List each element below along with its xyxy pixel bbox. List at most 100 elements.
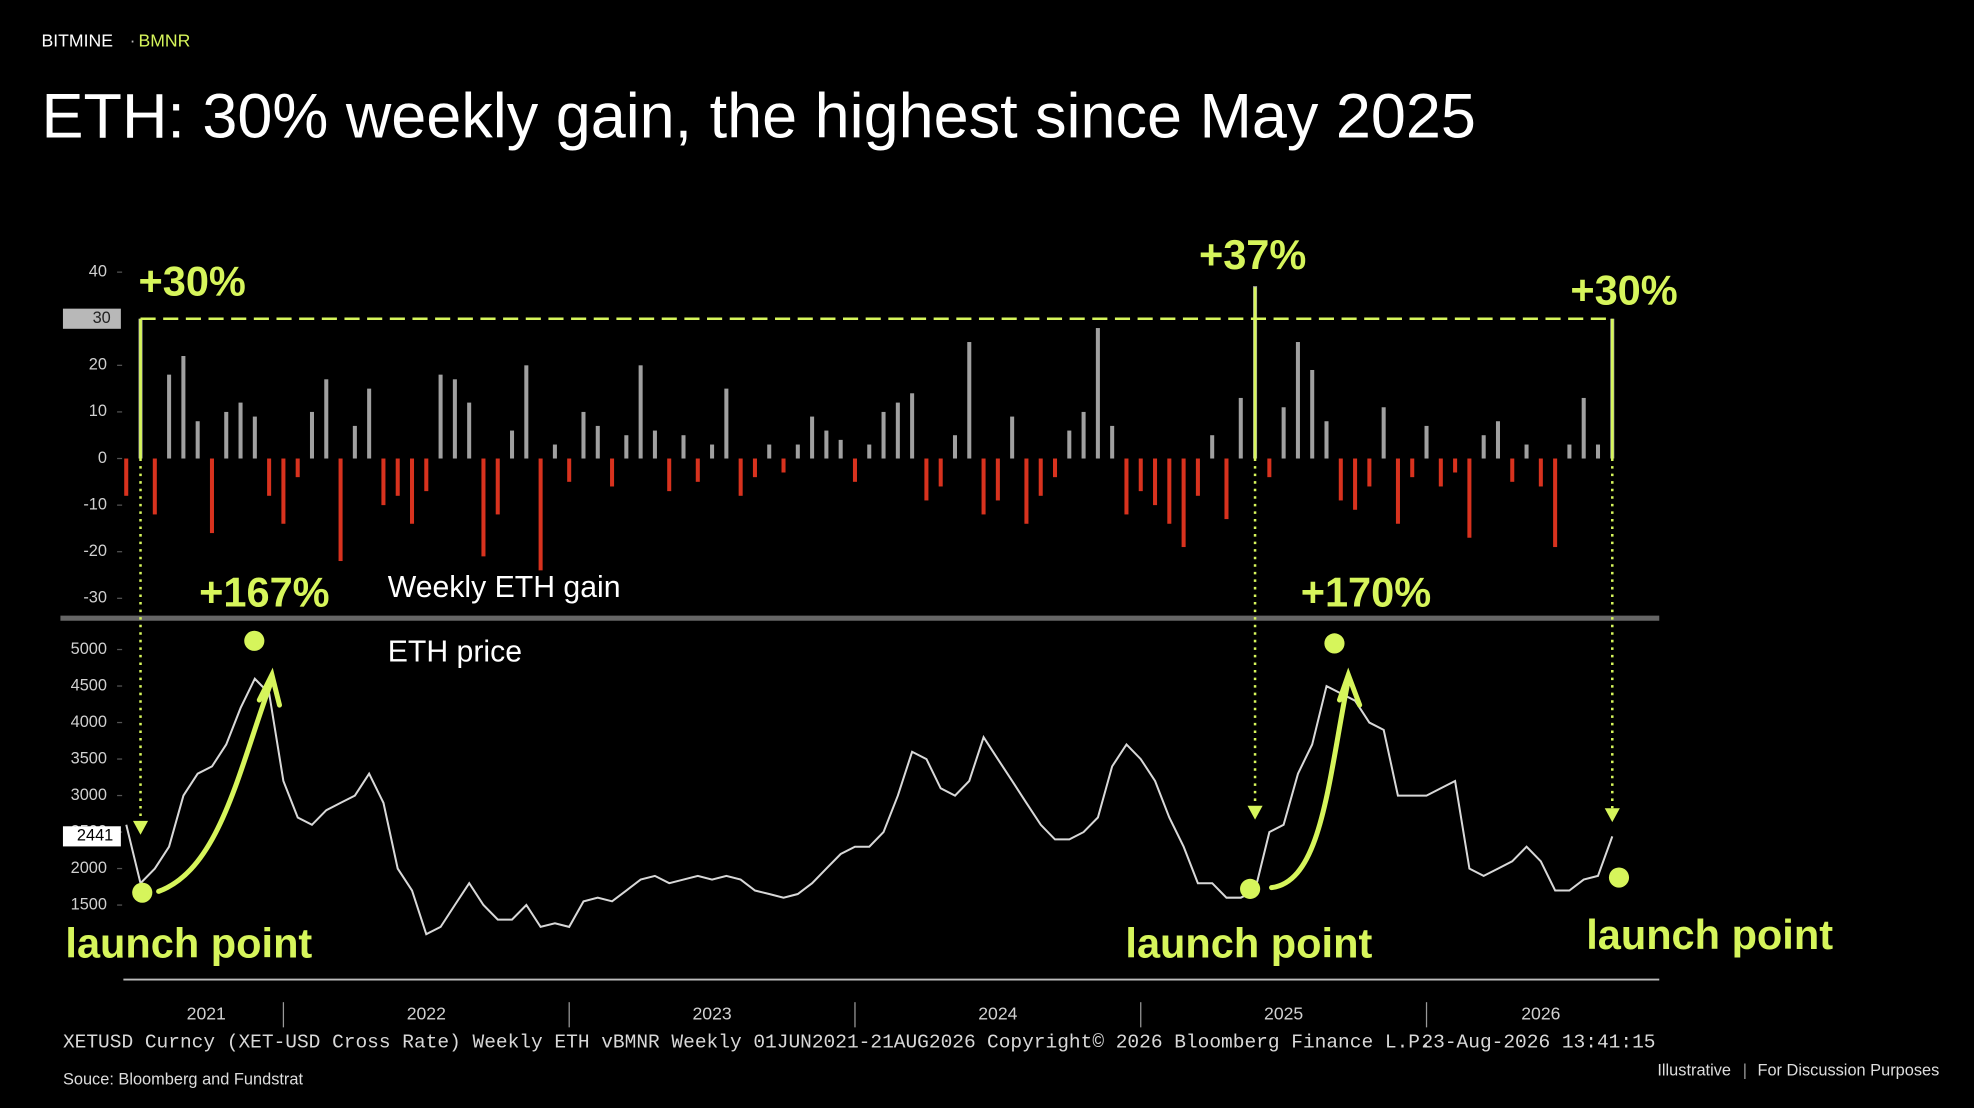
highlight-dot [1608,867,1630,888]
bar [824,430,829,459]
bar [1081,411,1086,459]
title: ETH: 30% weekly gain, the highest since … [42,82,1476,152]
source: Souce: Bloomberg and Fundstrat [63,1071,304,1089]
bar [267,458,272,496]
bar [281,458,286,524]
note: For Discussion Purposes [1757,1062,1939,1080]
bar [352,425,357,459]
bar [1038,458,1043,496]
y-tick-label: 3000 [71,786,107,804]
panel-label: Weekly ETH gain [388,571,621,604]
price-annotation: +167% [199,569,329,616]
bar [581,411,586,459]
bar [1338,458,1343,501]
bar [538,458,543,571]
bar [1353,458,1358,510]
bar [810,416,815,459]
bloomberg-line: XETUSD Curncy (XET-USD Cross Rate) Weekl… [63,1032,976,1054]
y-tick-label: 30 [93,309,111,327]
bar [367,388,372,459]
bar [1238,397,1243,459]
ticker: BMNR [138,30,190,50]
bar [495,458,500,515]
x-tick-label: 2022 [407,1003,446,1023]
bar [852,458,857,482]
bar [124,458,129,496]
bar [567,458,572,482]
bar [510,430,515,459]
last-value-label: 2441 [77,827,113,845]
bar [1424,425,1429,459]
bar [1138,458,1143,492]
bar [1024,458,1029,524]
bar [1510,458,1515,482]
bar [995,458,1000,501]
arrow-head [1604,808,1620,823]
bar [452,379,457,459]
bar [467,402,472,459]
bar [1095,328,1100,459]
bar [781,458,786,473]
bar [1453,458,1458,473]
bar [152,458,157,515]
highlight-dot [1324,633,1345,654]
bar [167,374,172,459]
bar [1567,444,1572,459]
y-tick-label: 20 [89,356,107,374]
bar [552,444,557,459]
arrow-head [132,820,149,835]
bar [295,458,300,478]
bar [1281,407,1286,459]
bar [381,458,386,506]
bar [1481,435,1486,459]
bar [724,388,729,459]
price-line [125,677,1614,936]
timestamp: 23-Aug-2026 13:41:15 [1421,1032,1655,1054]
bar [1181,458,1186,548]
x-tick-label: 2025 [1264,1003,1303,1023]
bar [1224,458,1229,520]
y-tick-label: 0 [98,449,107,467]
bar [209,458,214,534]
bar [967,342,972,459]
bar [409,458,415,524]
bar [1110,425,1115,459]
bar [738,458,743,496]
bar [1524,444,1529,459]
bar [838,439,843,459]
y-tick-label: 4500 [71,676,107,694]
bar [1395,458,1400,524]
reference-tag [62,308,121,329]
bar [867,444,872,459]
bar [252,416,257,459]
y-tick-label: 10 [89,402,107,420]
bar [324,379,329,459]
y-tick-label: -30 [83,589,107,607]
y-tick-label: 2000 [71,859,107,877]
bar [752,458,757,478]
gain-annotation: +30% [138,258,245,305]
gain-annotation: +30% [1570,266,1677,313]
x-tick-label: 2023 [692,1003,731,1023]
bar [1124,458,1129,515]
bar [238,402,243,459]
last-value-tag [62,826,121,847]
bar [1324,421,1329,459]
y-tick-label: 1500 [71,895,107,913]
x-tick-label: 2024 [978,1003,1017,1023]
bar [1495,421,1500,459]
brand-dot: · [130,30,136,50]
bar [767,444,772,459]
bar [1267,458,1272,478]
bar [1010,416,1015,459]
bar [395,458,400,496]
bar [695,458,700,482]
bar [1310,369,1315,459]
bar [795,444,800,459]
bar [924,458,929,501]
bar [438,374,443,459]
bar [1053,458,1058,478]
highlight-dot [132,882,153,903]
bar [338,458,343,562]
